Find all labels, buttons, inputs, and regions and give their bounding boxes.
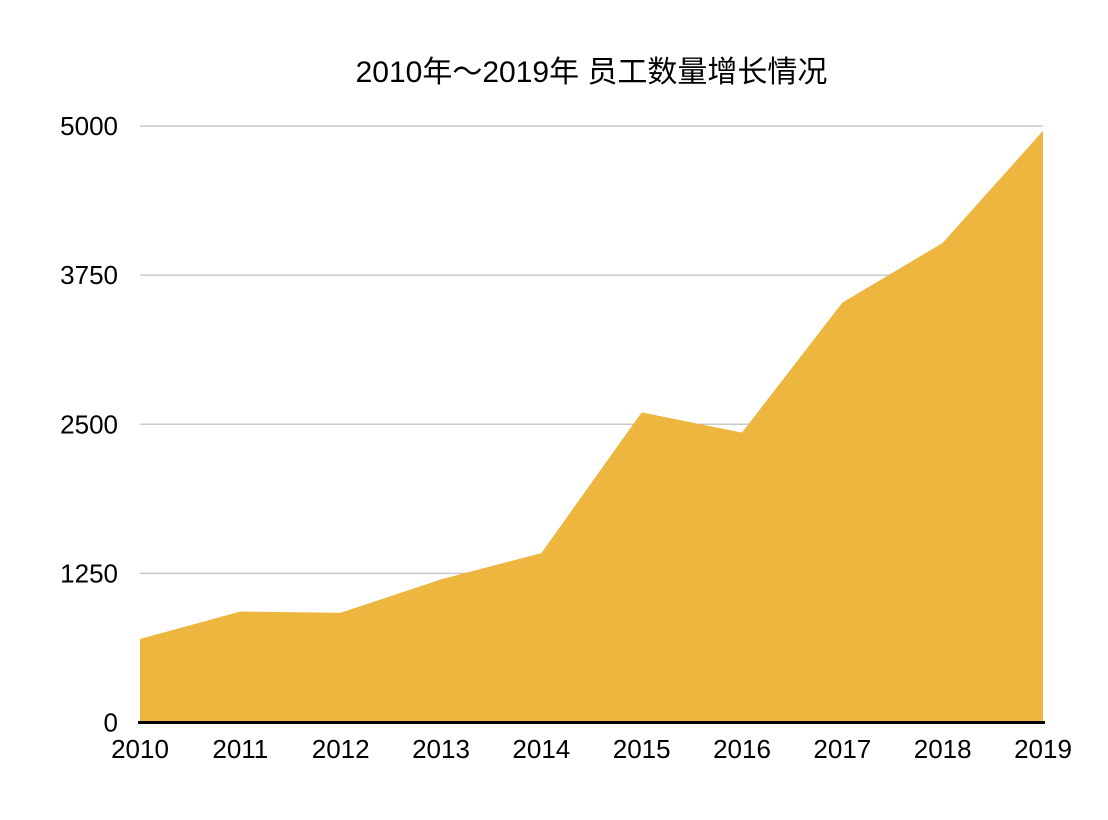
- x-tick-label: 2011: [212, 734, 268, 764]
- x-tick-label: 2017: [813, 734, 871, 764]
- x-tick-label: 2016: [713, 734, 771, 764]
- x-tick-label: 2015: [613, 734, 671, 764]
- x-tick-label: 2012: [312, 734, 370, 764]
- x-tick-label: 2010: [111, 734, 169, 764]
- y-tick-label: 2500: [60, 409, 118, 439]
- x-tick-label: 2014: [512, 734, 570, 764]
- area-shape: [140, 130, 1043, 723]
- y-tick-label: 3750: [60, 260, 118, 290]
- x-tick-label: 2013: [412, 734, 470, 764]
- chart-title: 2010年～2019年 员工数量增长情况: [355, 56, 828, 89]
- y-tick-label: 0: [104, 708, 118, 738]
- y-tick-label: 5000: [60, 111, 118, 141]
- x-tick-label: 2018: [914, 734, 972, 764]
- y-tick-label: 1250: [60, 558, 118, 588]
- x-tick-label: 2019: [1014, 734, 1072, 764]
